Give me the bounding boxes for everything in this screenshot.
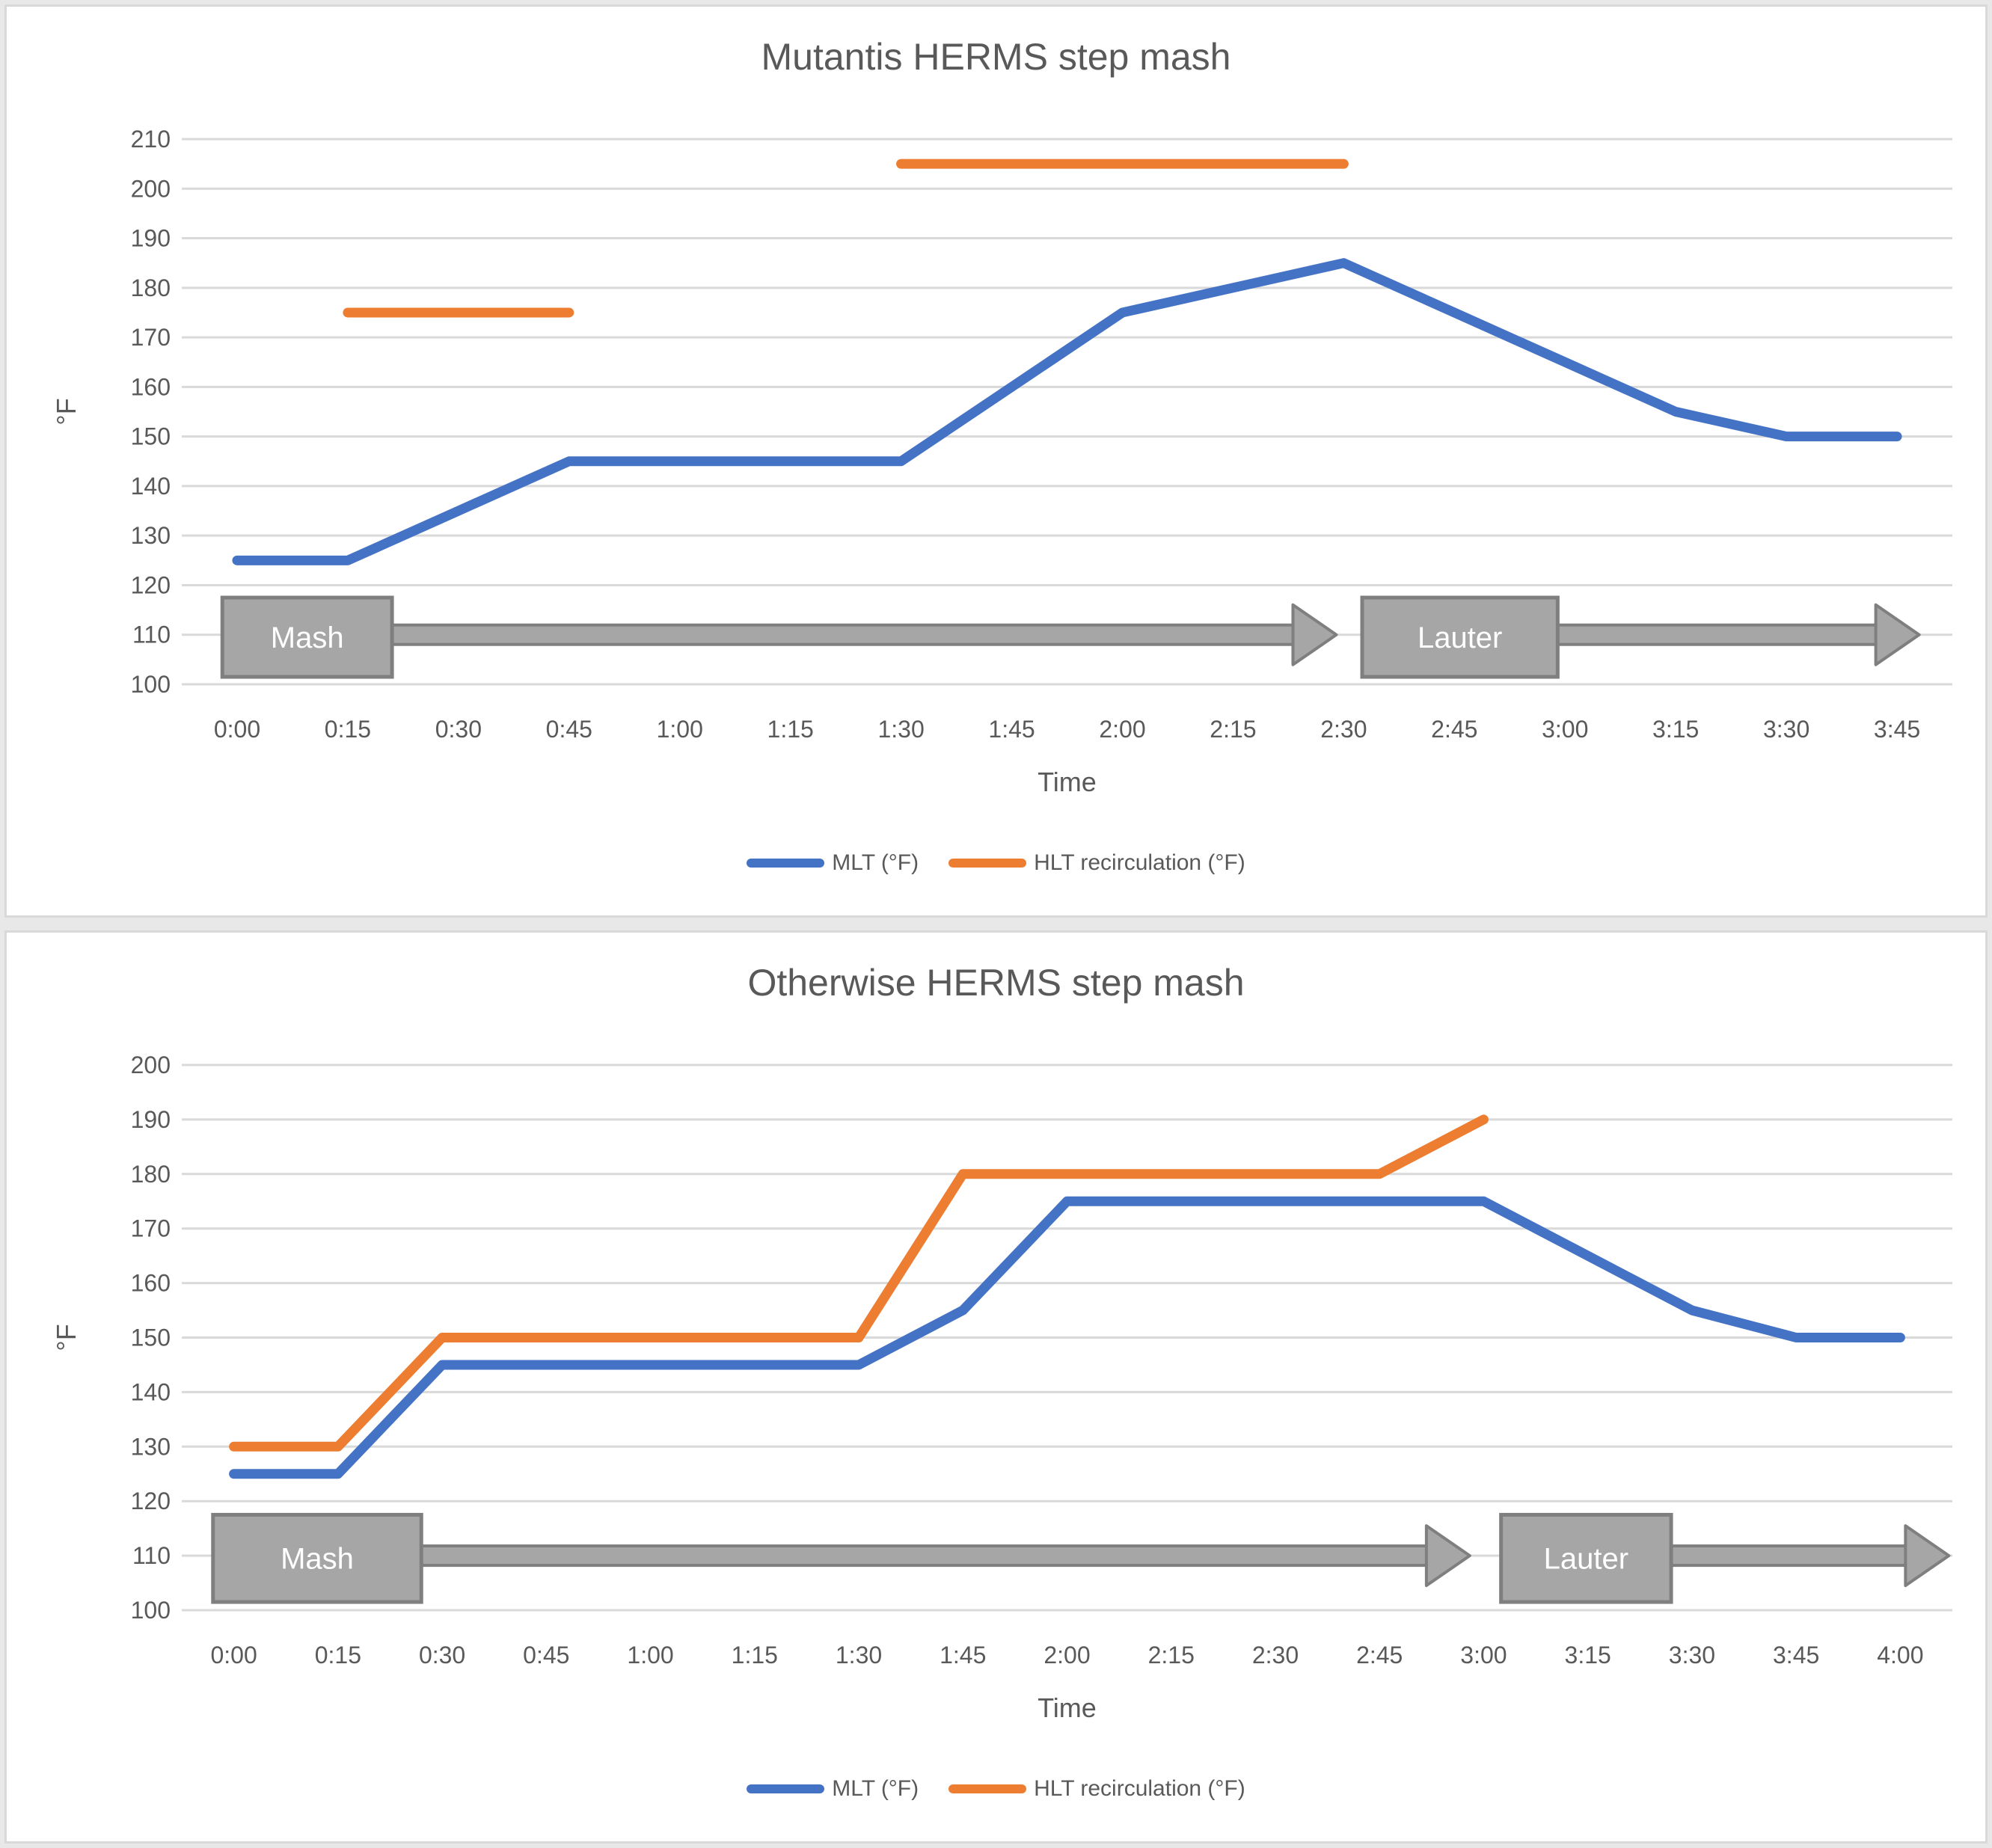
process-arrow-lauter-label: Lauter <box>1418 621 1502 654</box>
x-tick-label: 1:00 <box>627 1642 673 1669</box>
x-axis-title: Time <box>1038 1692 1097 1723</box>
x-tick-label: 1:45 <box>988 716 1035 743</box>
chart-title: Mutantis HERMS step mash <box>761 36 1231 78</box>
process-arrow-mash-box <box>220 595 394 679</box>
legend-item: HLT recirculation (°F) <box>949 1776 1245 1802</box>
series-line-hlt <box>229 1114 1489 1452</box>
y-tick-label: 190 <box>131 225 171 252</box>
x-tick-label: 1:15 <box>767 716 814 743</box>
x-axis-title: Time <box>1038 767 1097 797</box>
x-tick-label: 2:00 <box>1099 716 1145 743</box>
x-tick-label: 0:45 <box>523 1642 569 1669</box>
x-tick-label: 3:30 <box>1763 716 1809 743</box>
legend-swatch <box>747 859 825 868</box>
x-tick-label: 3:45 <box>1773 1642 1819 1669</box>
chart-panel-otherwise: 100 110 120 130 140 150 160 170 180 190 200 0:00 0:1… <box>4 930 1988 1844</box>
x-tick-label: 0:00 <box>214 716 260 743</box>
y-tick-label: 170 <box>131 1215 171 1242</box>
x-tick-label: 0:30 <box>419 1642 465 1669</box>
chart-title: Otherwise HERMS step mash <box>747 962 1245 1004</box>
legend-swatch <box>949 1784 1027 1793</box>
legend-item: HLT recirculation (°F) <box>949 850 1245 876</box>
x-tick-label: 4:00 <box>1877 1642 1923 1669</box>
x-tick-label: 3:15 <box>1565 1642 1611 1669</box>
y-axis-title: °F <box>51 398 82 425</box>
y-tick-label: 110 <box>132 621 171 648</box>
process-arrow-mash-head <box>1424 1524 1471 1588</box>
y-tick-label: 140 <box>131 1378 171 1405</box>
chart-legend: MLT (°F) HLT recirculation (°F) <box>7 1776 1985 1802</box>
legend-item: MLT (°F) <box>747 1776 919 1802</box>
chart-panel-mutantis: 100 110 120 130 140 150 160 170 180 190 200 210 0:00… <box>4 4 1988 918</box>
process-arrow-lauter-label: Lauter <box>1544 1543 1628 1576</box>
y-tick-label: 150 <box>131 423 171 450</box>
x-tick-label: 2:30 <box>1252 1642 1299 1669</box>
legend-label: HLT recirculation (°F) <box>1034 1776 1245 1801</box>
process-arrow-mash-head <box>1291 603 1338 666</box>
x-tick-label: 0:15 <box>325 716 371 743</box>
x-tick-label: 0:30 <box>435 716 482 743</box>
y-tick-label: 150 <box>131 1324 171 1351</box>
y-tick-label: 180 <box>131 1161 171 1188</box>
chart-plot-mutantis: 100 110 120 130 140 150 160 170 180 190 200 210 0:00… <box>51 126 1952 797</box>
y-tick-label: 190 <box>131 1106 171 1133</box>
y-axis-title: °F <box>51 1324 82 1351</box>
legend-swatch <box>747 1784 825 1793</box>
process-arrow-mash-label: Mash <box>281 1543 354 1576</box>
x-tick-label: 1:30 <box>877 716 924 743</box>
process-arrow-mash-shaft <box>418 1544 1429 1568</box>
process-arrow-mash-shaft <box>389 623 1296 646</box>
x-tick-label: 2:45 <box>1431 716 1477 743</box>
y-tick-label: 130 <box>131 1433 171 1460</box>
x-tick-label: 2:45 <box>1356 1642 1403 1669</box>
legend-swatch <box>949 859 1027 868</box>
legend-item: MLT (°F) <box>747 850 919 876</box>
x-tick-label: 2:00 <box>1043 1642 1090 1669</box>
x-tick-label: 3:30 <box>1669 1642 1715 1669</box>
x-tick-label: 2:30 <box>1320 716 1367 743</box>
legend-label: HLT recirculation (°F) <box>1034 850 1245 875</box>
x-tick-label: 2:15 <box>1210 716 1256 743</box>
x-tick-label: 1:45 <box>940 1642 986 1669</box>
y-tick-label: 100 <box>131 1597 171 1624</box>
x-tick-label: 3:45 <box>1874 716 1920 743</box>
y-tick-label: 200 <box>131 175 171 202</box>
chart-plot-otherwise: 100 110 120 130 140 150 160 170 180 190 200 0:00 0:1… <box>51 1052 1952 1723</box>
process-arrow-lauter-shaft <box>1668 1544 1909 1568</box>
process-arrow-mash-box <box>211 1512 423 1604</box>
process-arrow-lauter-head <box>1904 1524 1951 1588</box>
legend-label: MLT (°F) <box>832 1776 919 1801</box>
process-arrow-lauter-box <box>1499 1512 1673 1604</box>
x-tick-label: 3:15 <box>1652 716 1699 743</box>
legend-label: MLT (°F) <box>832 850 919 875</box>
process-arrow-lauter-head <box>1874 603 1921 666</box>
x-tick-label: 1:30 <box>836 1642 882 1669</box>
y-tick-label: 160 <box>131 373 171 400</box>
process-arrow-lauter-shaft <box>1554 623 1879 646</box>
y-tick-label: 200 <box>131 1052 171 1078</box>
x-tick-label: 1:15 <box>732 1642 778 1669</box>
process-arrow-mash-label: Mash <box>271 621 344 654</box>
y-tick-label: 160 <box>131 1270 171 1297</box>
series-line-mlt <box>229 1196 1905 1479</box>
y-tick-label: 210 <box>131 126 171 153</box>
y-tick-label: 170 <box>131 324 171 351</box>
y-tick-label: 140 <box>131 473 171 500</box>
x-tick-label: 2:15 <box>1148 1642 1195 1669</box>
y-tick-label: 130 <box>131 522 171 549</box>
process-arrow-lauter-box <box>1360 595 1560 679</box>
x-tick-label: 0:45 <box>546 716 592 743</box>
x-tick-label: 0:00 <box>210 1642 257 1669</box>
y-tick-label: 110 <box>132 1542 171 1569</box>
y-tick-label: 120 <box>131 571 171 598</box>
x-tick-label: 0:15 <box>315 1642 361 1669</box>
series-line-mlt <box>232 258 1902 565</box>
x-tick-label: 3:00 <box>1542 716 1588 743</box>
x-tick-label: 1:00 <box>657 716 703 743</box>
x-tick-label: 3:00 <box>1460 1642 1507 1669</box>
y-tick-label: 120 <box>131 1488 171 1514</box>
chart-legend: MLT (°F) HLT recirculation (°F) <box>7 850 1985 876</box>
y-tick-label: 100 <box>131 671 171 698</box>
y-tick-label: 180 <box>131 274 171 301</box>
